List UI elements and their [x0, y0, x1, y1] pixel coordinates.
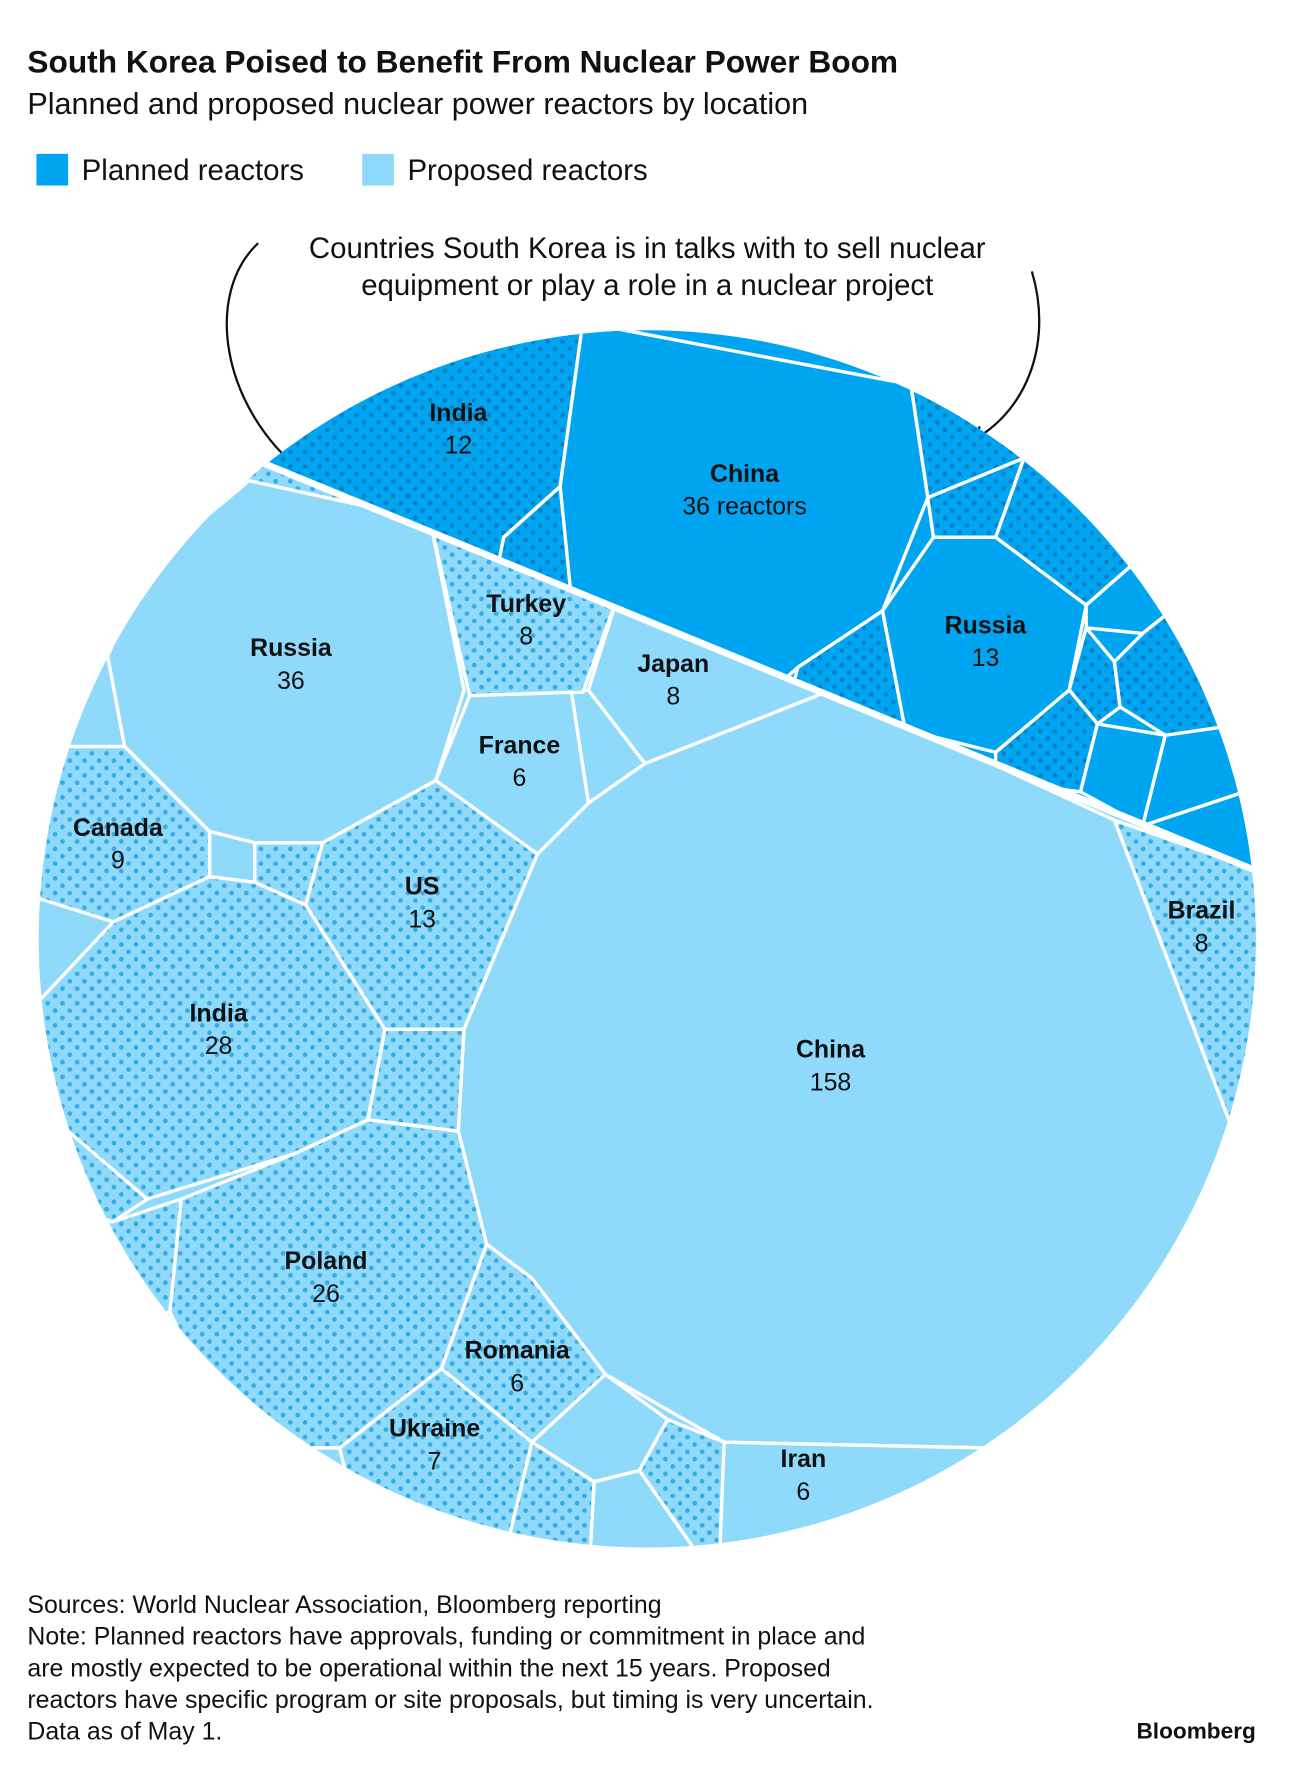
note-line: Note: Planned reactors have approvals, f… — [27, 1623, 865, 1651]
cell-value: 13 — [408, 906, 436, 934]
cell-label: US — [405, 873, 440, 901]
cell-value: 8 — [1195, 929, 1209, 957]
cell-label: France — [479, 731, 561, 759]
credit: Bloomberg — [1136, 1719, 1255, 1744]
cell-value: 6 — [510, 1369, 524, 1397]
annotation: Countries South Korea is in talks with t… — [309, 232, 986, 265]
legend-label: Planned reactors — [82, 154, 304, 187]
cell — [880, 535, 1089, 755]
note-line: Data as of May 1. — [27, 1718, 222, 1746]
cell-value: 158 — [810, 1068, 852, 1096]
cell-label: Poland — [285, 1247, 368, 1275]
cell-label: China — [710, 460, 779, 488]
cell-label: Iran — [781, 1445, 827, 1473]
cell-value: 6 — [513, 764, 527, 792]
chart-title: South Korea Poised to Benefit From Nucle… — [27, 43, 898, 79]
cell-label: Russia — [945, 611, 1027, 639]
cell-value: 36 reactors — [682, 493, 806, 521]
cell-value: 13 — [972, 644, 1000, 672]
cell-label: Turkey — [486, 590, 566, 618]
notes: Sources: World Nuclear Association, Bloo… — [27, 1591, 873, 1746]
cell-value: 6 — [796, 1478, 810, 1506]
annotation-arrow — [225, 242, 305, 474]
cell-label: Japan — [637, 650, 709, 678]
cell-label: Canada — [73, 814, 163, 842]
note-line: are mostly expected to be operational wi… — [27, 1654, 830, 1682]
legend-swatch — [362, 153, 394, 186]
cell-label: China — [796, 1036, 865, 1064]
cell-label: Russia — [250, 634, 332, 662]
unlabeled-cell — [38, 1196, 184, 1314]
legend-label: Proposed reactors — [407, 154, 647, 187]
cell-value: 36 — [277, 667, 305, 695]
legend-swatch — [36, 153, 69, 186]
note-line: Sources: World Nuclear Association, Bloo… — [27, 1591, 661, 1619]
cell-label: Brazil — [1168, 897, 1236, 925]
labels: India 12 China 36 reactors Russia 13 Russia 36 T… — [73, 399, 1235, 1506]
cell-value: 9 — [111, 847, 125, 875]
cell-label: India — [190, 999, 248, 1027]
cell-value: 12 — [445, 432, 473, 460]
annotation-arrow — [974, 271, 1041, 440]
unlabeled-cell — [637, 1417, 726, 1548]
cell-value: 28 — [205, 1032, 233, 1060]
cell-value: 7 — [428, 1447, 442, 1475]
cell-value: 8 — [666, 683, 680, 711]
cell-label: India — [429, 399, 487, 427]
cell-label: Romania — [465, 1337, 570, 1365]
unlabeled-cell — [586, 1468, 722, 1548]
cell — [439, 1241, 608, 1445]
note-line: reactors have specific program or site p… — [27, 1686, 873, 1714]
cell — [716, 1440, 988, 1548]
legend: Planned reactors Proposed reactors — [36, 153, 648, 187]
cell-value: 26 — [312, 1280, 340, 1308]
chart-subtitle: Planned and proposed nuclear power react… — [27, 87, 808, 121]
annotation: equipment or play a role in a nuclear pr… — [361, 269, 933, 302]
cell-value: 8 — [519, 623, 533, 651]
cell-label: Ukraine — [389, 1415, 480, 1443]
